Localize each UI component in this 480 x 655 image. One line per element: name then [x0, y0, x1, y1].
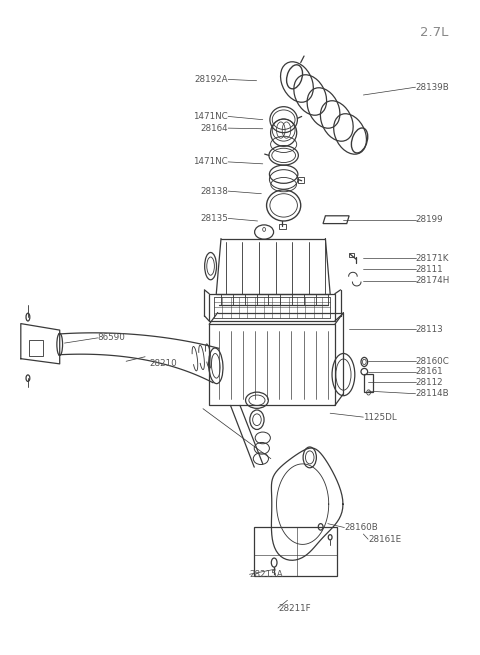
Text: 28199: 28199 [416, 215, 443, 224]
Text: 28174H: 28174H [416, 276, 450, 285]
Text: 1125DL: 1125DL [363, 413, 397, 422]
Bar [209, 324, 335, 405]
Text: 2.7L: 2.7L [420, 26, 449, 39]
Text: 28161E: 28161E [368, 534, 401, 544]
Bar [214, 297, 330, 318]
Bar [209, 293, 335, 321]
Text: 1471NC: 1471NC [193, 112, 228, 121]
Polygon shape [323, 215, 349, 223]
Text: 28210: 28210 [150, 360, 178, 368]
Text: 28111: 28111 [416, 265, 443, 274]
Text: 28160B: 28160B [344, 523, 378, 532]
Text: 28160C: 28160C [416, 357, 449, 365]
Text: 28215A: 28215A [250, 570, 283, 579]
Bar [364, 374, 373, 392]
Text: 28138: 28138 [200, 187, 228, 196]
Text: 28164: 28164 [201, 124, 228, 132]
Text: 86590: 86590 [97, 333, 126, 343]
Bar [279, 223, 286, 229]
Text: 28161: 28161 [416, 367, 443, 376]
Text: 28211F: 28211F [278, 603, 311, 612]
Bar [29, 340, 43, 356]
Text: 28171K: 28171K [416, 253, 449, 263]
Bar [298, 177, 303, 183]
Bar [254, 527, 337, 576]
Text: 28135: 28135 [200, 214, 228, 223]
Text: 28139B: 28139B [416, 83, 449, 92]
Text: 28192A: 28192A [194, 75, 228, 84]
Text: 1471NC: 1471NC [193, 157, 228, 166]
Text: 28112: 28112 [416, 377, 443, 386]
Text: 28113: 28113 [416, 325, 444, 334]
Bar [349, 253, 354, 257]
Text: 28114B: 28114B [416, 389, 449, 398]
